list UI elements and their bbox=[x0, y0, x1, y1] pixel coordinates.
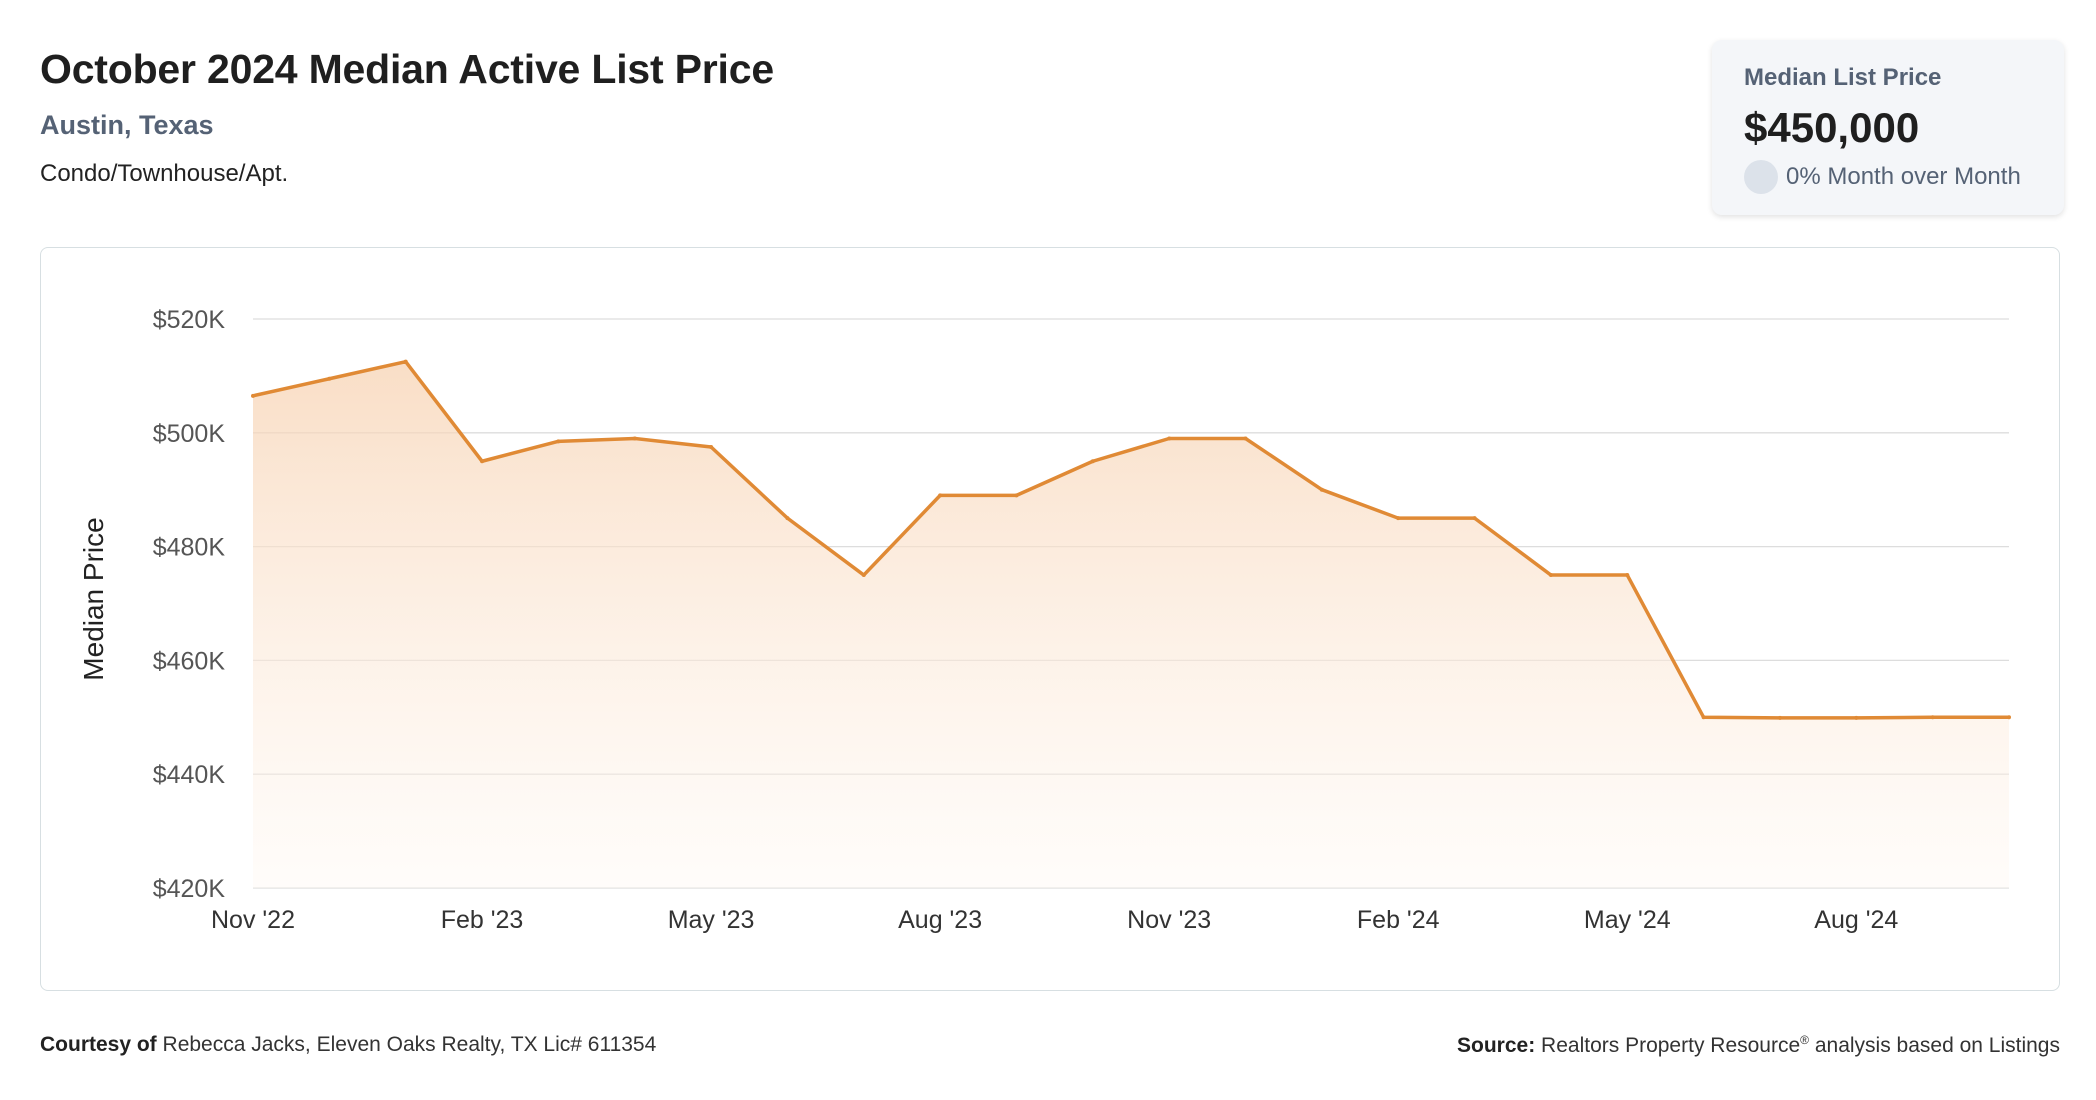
change-indicator-icon bbox=[1744, 160, 1778, 194]
source-label: Source: bbox=[1457, 1034, 1536, 1057]
data-point[interactable] bbox=[480, 459, 485, 464]
x-tick-label: Feb '24 bbox=[1357, 906, 1440, 934]
y-tick-label: $520K bbox=[153, 306, 226, 334]
data-point[interactable] bbox=[1777, 715, 1782, 720]
x-tick-label: Nov '22 bbox=[211, 906, 295, 934]
data-point[interactable] bbox=[403, 359, 408, 364]
x-tick-label: Feb '23 bbox=[441, 906, 524, 934]
x-tick-label: Aug '24 bbox=[1814, 906, 1898, 934]
x-tick-label: May '24 bbox=[1584, 906, 1671, 934]
data-point[interactable] bbox=[1472, 516, 1477, 521]
source-text-suffix: analysis based on Listings bbox=[1809, 1034, 2060, 1057]
courtesy-footer: Courtesy of Rebecca Jacks, Eleven Oaks R… bbox=[40, 1033, 656, 1057]
kpi-label: Median List Price bbox=[1744, 64, 1942, 91]
data-point[interactable] bbox=[1319, 487, 1324, 492]
data-point[interactable] bbox=[1090, 459, 1095, 464]
y-tick-label: $500K bbox=[153, 420, 226, 448]
data-point[interactable] bbox=[861, 573, 866, 578]
courtesy-text: Rebecca Jacks, Eleven Oaks Realty, TX Li… bbox=[162, 1033, 657, 1056]
data-point[interactable] bbox=[1625, 573, 1630, 578]
data-point[interactable] bbox=[1930, 715, 1935, 720]
x-tick-label: Aug '23 bbox=[898, 906, 982, 934]
x-tick-label: May '23 bbox=[668, 906, 755, 934]
data-point[interactable] bbox=[1014, 493, 1019, 498]
location-subtitle: Austin, Texas bbox=[40, 110, 214, 140]
data-point[interactable] bbox=[632, 436, 637, 441]
kpi-change-text: 0% Month over Month bbox=[1786, 163, 2021, 190]
x-tick-label: Nov '23 bbox=[1127, 906, 1211, 934]
data-point[interactable] bbox=[1167, 436, 1172, 441]
data-point[interactable] bbox=[556, 439, 561, 444]
price-area bbox=[253, 361, 2009, 888]
registered-mark: ® bbox=[1800, 1033, 1809, 1047]
data-point[interactable] bbox=[938, 493, 943, 498]
data-point[interactable] bbox=[1854, 715, 1859, 720]
property-type-label: Condo/Townhouse/Apt. bbox=[40, 160, 289, 187]
data-point[interactable] bbox=[709, 445, 714, 450]
price-line bbox=[252, 359, 2009, 720]
data-point[interactable] bbox=[2007, 715, 2011, 720]
price-chart: $520K $500K $480K $460K $440K $420K Nov '22 Fe… bbox=[78, 306, 2011, 934]
y-tick-label: $480K bbox=[153, 534, 226, 562]
median-list-price-card: Median List Price $450,000 0% Month over… bbox=[1712, 40, 2064, 215]
data-point[interactable] bbox=[327, 376, 332, 381]
chart-card: $520K $500K $480K $460K $440K $420K Nov '22 Fe… bbox=[40, 247, 2060, 991]
data-point[interactable] bbox=[1701, 715, 1706, 720]
y-tick-label: $440K bbox=[153, 761, 226, 789]
data-point[interactable] bbox=[785, 516, 790, 521]
kpi-change: 0% Month over Month bbox=[1744, 160, 2021, 194]
page-title: October 2024 Median Active List Price bbox=[40, 46, 774, 92]
data-point[interactable] bbox=[1548, 573, 1553, 578]
y-axis-label: Median Price bbox=[78, 517, 109, 680]
courtesy-label: Courtesy of bbox=[40, 1033, 157, 1056]
y-tick-label: $460K bbox=[153, 647, 226, 675]
y-tick-label: $420K bbox=[153, 875, 226, 903]
data-point[interactable] bbox=[1396, 516, 1401, 521]
data-point[interactable] bbox=[251, 393, 255, 398]
kpi-value: $450,000 bbox=[1744, 104, 1920, 151]
data-point[interactable] bbox=[1243, 436, 1248, 441]
source-text: Realtors Property Resource bbox=[1541, 1034, 1801, 1057]
source-footer: Source: Realtors Property Resource® anal… bbox=[1457, 1033, 2060, 1058]
